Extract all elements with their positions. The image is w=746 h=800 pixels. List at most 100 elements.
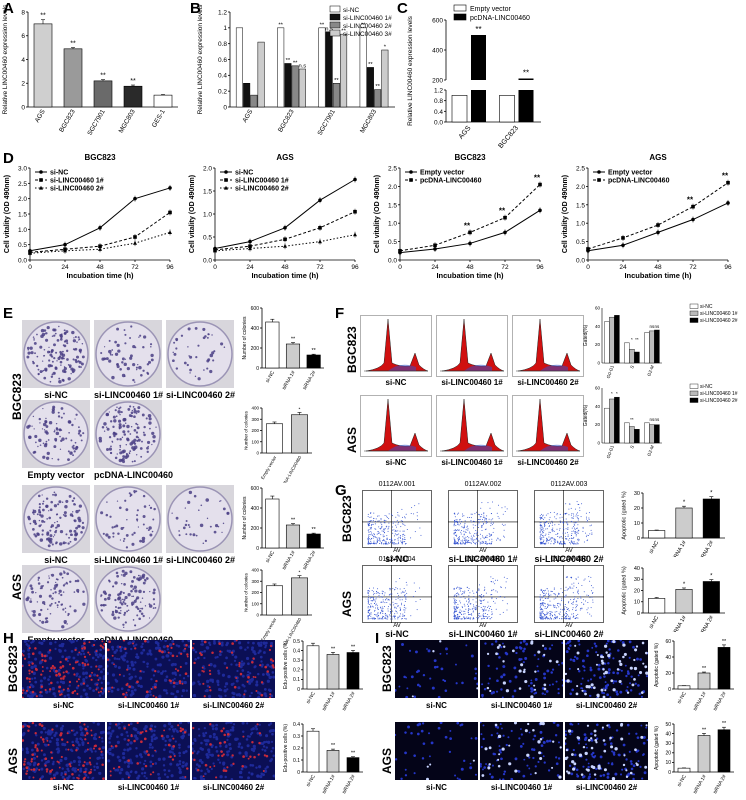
event: [478, 589, 480, 591]
event: [463, 537, 465, 539]
event: [565, 538, 567, 540]
event: [368, 590, 370, 592]
y-tick-label: 1.5: [576, 202, 585, 209]
event: [574, 532, 576, 534]
colony: [41, 529, 45, 532]
event: [382, 528, 384, 530]
colony: [61, 576, 64, 579]
y-tick-label: 600: [251, 306, 260, 312]
nucleus: [115, 649, 119, 652]
event: [581, 584, 583, 586]
event: [592, 599, 594, 601]
colony: [123, 613, 126, 616]
nucleus: [263, 692, 267, 696]
event: [482, 605, 484, 607]
event: [385, 618, 387, 620]
edu-nucleus: [96, 674, 99, 677]
colony: [142, 514, 146, 518]
event: [467, 529, 469, 531]
event: [367, 617, 369, 619]
nucleus: [53, 733, 57, 737]
nucleus: [82, 652, 86, 655]
colony: [220, 500, 222, 502]
event: [370, 519, 372, 521]
edu-nucleus: [59, 732, 63, 735]
event: [542, 605, 544, 607]
event: [486, 606, 488, 608]
event: [453, 523, 455, 525]
event: [556, 542, 558, 544]
nucleus: [187, 722, 190, 724]
nucleus: [184, 750, 188, 753]
edu-nucleus: [259, 664, 262, 667]
event: [472, 607, 474, 609]
colony: [102, 590, 107, 594]
colony: [178, 534, 181, 537]
event: [397, 530, 399, 532]
g-caption: si-LINC00460 2#: [534, 554, 604, 564]
event: [461, 520, 463, 522]
nucleus: [116, 688, 120, 692]
nucleus: [107, 759, 111, 763]
event: [464, 520, 466, 522]
event: [482, 536, 484, 538]
event: [570, 587, 572, 589]
event: [373, 512, 375, 514]
edu-nucleus: [70, 729, 73, 732]
edu-nucleus: [76, 680, 79, 683]
colony: [123, 626, 125, 629]
event: [374, 609, 376, 611]
nucleus: [136, 730, 140, 735]
nucleus: [58, 644, 62, 648]
nucleus: [165, 654, 169, 658]
event: [368, 542, 370, 544]
event: [463, 534, 465, 536]
event: [459, 600, 461, 602]
event: [541, 513, 543, 515]
event: [484, 543, 486, 545]
nucleus: [250, 680, 253, 683]
nucleus: [73, 733, 77, 737]
colony: [48, 420, 53, 425]
event: [373, 518, 375, 520]
edu-nucleus: [127, 776, 130, 779]
event: [544, 606, 546, 608]
event: [403, 609, 405, 611]
event: [386, 597, 388, 599]
colony: [33, 428, 35, 430]
nucleus: [61, 767, 64, 770]
event: [548, 525, 550, 527]
colony: [142, 573, 146, 577]
event: [567, 524, 569, 526]
y-tick-label: 0.4: [218, 73, 227, 80]
event: [591, 592, 593, 594]
colony: [115, 611, 117, 613]
colony: [126, 424, 130, 429]
colony: [115, 571, 119, 575]
colony: [32, 451, 36, 454]
event: [539, 598, 541, 600]
event: [403, 533, 405, 535]
edu-nucleus: [122, 640, 126, 642]
nucleus: [134, 770, 138, 774]
event: [453, 615, 455, 617]
event: [453, 520, 455, 522]
event: [545, 514, 547, 516]
colony: [75, 526, 78, 530]
event: [454, 513, 456, 515]
edu-nucleus: [173, 754, 176, 758]
edu-nucleus: [172, 642, 175, 646]
bar-annotation: **: [331, 646, 336, 652]
nucleus: [63, 770, 68, 775]
event: [477, 538, 479, 540]
edu-nucleus: [81, 661, 84, 665]
bar-annotation: *: [683, 500, 686, 506]
event: [453, 530, 455, 532]
event: [405, 513, 407, 515]
nucleus: [256, 732, 260, 735]
nucleus: [108, 722, 112, 726]
event: [542, 599, 544, 601]
event: [559, 520, 561, 522]
event: [539, 524, 541, 526]
colony: [63, 370, 67, 374]
